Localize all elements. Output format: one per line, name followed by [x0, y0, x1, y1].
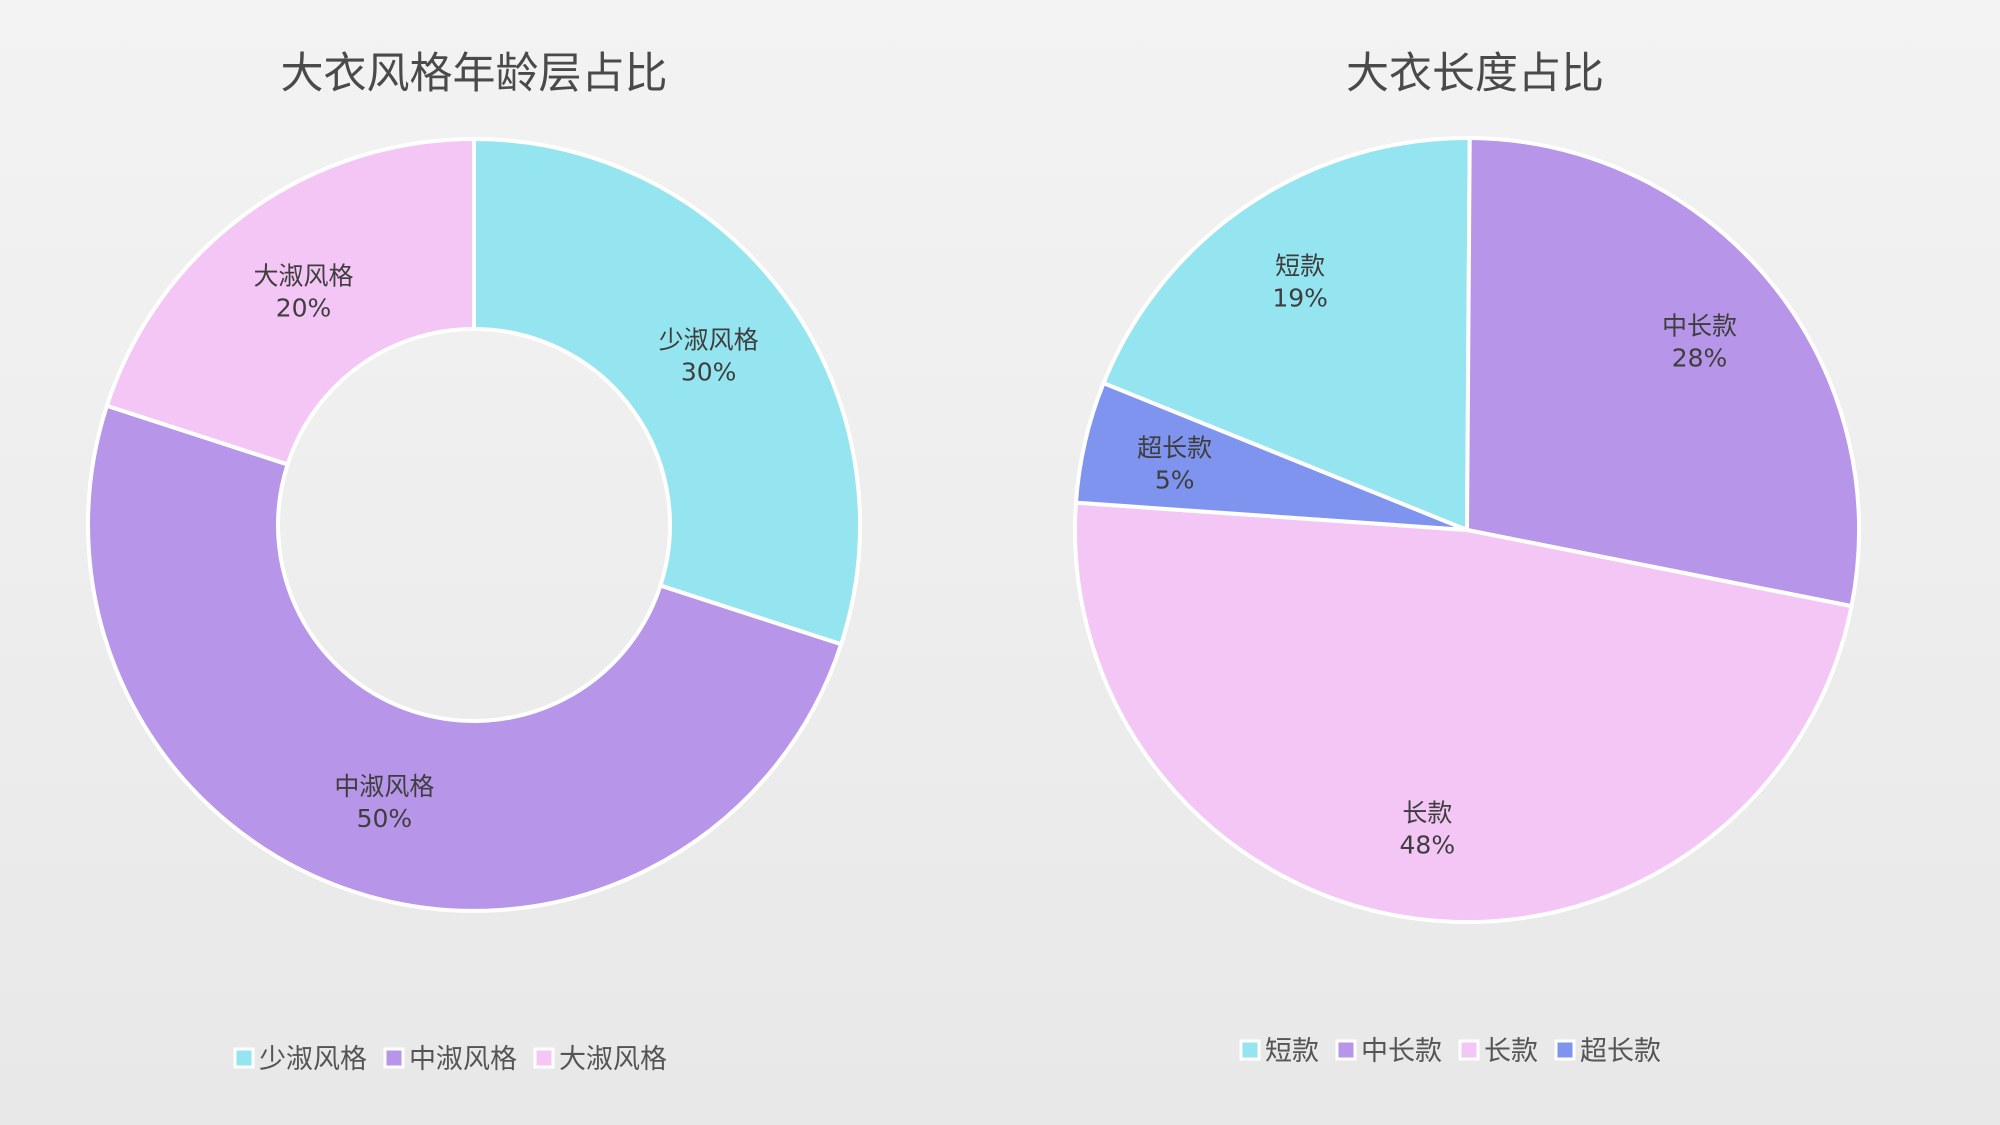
slice-label-name: 长款 — [1402, 798, 1452, 827]
legend: 少淑风格 中淑风格 大淑风格 — [233, 1044, 667, 1075]
slice-label: 超长款 5% — [1137, 434, 1212, 495]
legend-label: 超长款 — [1580, 1036, 1661, 1067]
legend-item[interactable]: 中长款 — [1335, 1036, 1442, 1067]
legend: 短款 中长款 长款 超长款 — [1239, 1036, 1661, 1067]
slice-labels: 短款 19% 中长款 28% 长款 48% 超长款 5% — [1137, 252, 1737, 860]
legend-swatch — [533, 1047, 555, 1069]
pie-slice — [104, 137, 476, 467]
slice-label: 少淑风格 30% — [659, 326, 759, 387]
pie-slice — [1073, 381, 1469, 532]
slice-label-name: 中长款 — [1662, 311, 1737, 340]
slice-label-value: 48% — [1400, 830, 1456, 859]
chart-title: 大衣风格年龄层占比 — [281, 49, 668, 99]
slice-label-value: 20% — [276, 293, 332, 322]
pie-slice — [472, 137, 862, 647]
legend-swatch — [233, 1047, 255, 1069]
legend-item[interactable]: 长款 — [1458, 1036, 1538, 1067]
legend-swatch — [383, 1047, 405, 1069]
legend-label: 大淑风格 — [559, 1044, 667, 1075]
legend-swatch — [1554, 1039, 1576, 1061]
slice-label-value: 19% — [1272, 284, 1328, 313]
legend-swatch — [1335, 1039, 1357, 1061]
pie-slice — [1465, 136, 1861, 609]
slice-label-value: 5% — [1155, 466, 1195, 495]
slice-label-name: 大淑风格 — [254, 261, 354, 290]
legend-item[interactable]: 大淑风格 — [533, 1044, 667, 1075]
slice-label-name: 超长款 — [1137, 434, 1212, 463]
slice-label-value: 30% — [681, 358, 737, 387]
slice-label-value: 50% — [357, 804, 413, 833]
legend-swatch — [1239, 1039, 1261, 1061]
pie-slice — [86, 403, 844, 913]
pie-slice — [1073, 500, 1854, 924]
slice-label: 大淑风格 20% — [254, 261, 354, 322]
slices — [1073, 136, 1861, 924]
legend-item[interactable]: 短款 — [1239, 1036, 1319, 1067]
pie-slice — [1101, 136, 1472, 532]
legend-label: 长款 — [1484, 1036, 1538, 1067]
chart-title: 大衣长度占比 — [1346, 49, 1604, 99]
legend-label: 中长款 — [1361, 1036, 1442, 1067]
coat-length-pie-chart: 大衣长度占比 短款 19%中长款 28%长款 48%超长款 5% 短款 中长款 长款 超长款 — [1073, 49, 1861, 1067]
slice-label-name: 少淑风格 — [659, 326, 759, 355]
legend-swatch — [1458, 1039, 1480, 1061]
slice-label-name: 中淑风格 — [334, 772, 434, 801]
slice-label: 中长款 28% — [1662, 311, 1737, 372]
slice-label: 短款 19% — [1272, 252, 1328, 313]
legend-item[interactable]: 少淑风格 — [233, 1044, 367, 1075]
slice-label: 中淑风格 50% — [334, 772, 434, 833]
slices — [86, 137, 862, 913]
legend-label: 少淑风格 — [259, 1044, 367, 1075]
legend-label: 短款 — [1265, 1036, 1319, 1067]
slice-labels: 少淑风格 30% 中淑风格 50% 大淑风格 20% — [254, 261, 759, 832]
age-style-donut-chart: 大衣风格年龄层占比 少淑风格 30%中淑风格 50%大淑风格 20% 少淑风格 中淑风格… — [86, 49, 862, 1075]
slice-label-name: 短款 — [1275, 252, 1325, 281]
legend-item[interactable]: 超长款 — [1554, 1036, 1661, 1067]
legend-label: 中淑风格 — [409, 1044, 517, 1075]
legend-item[interactable]: 中淑风格 — [383, 1044, 517, 1075]
slice-label-value: 28% — [1672, 343, 1728, 372]
slice-label: 长款 48% — [1400, 798, 1456, 859]
